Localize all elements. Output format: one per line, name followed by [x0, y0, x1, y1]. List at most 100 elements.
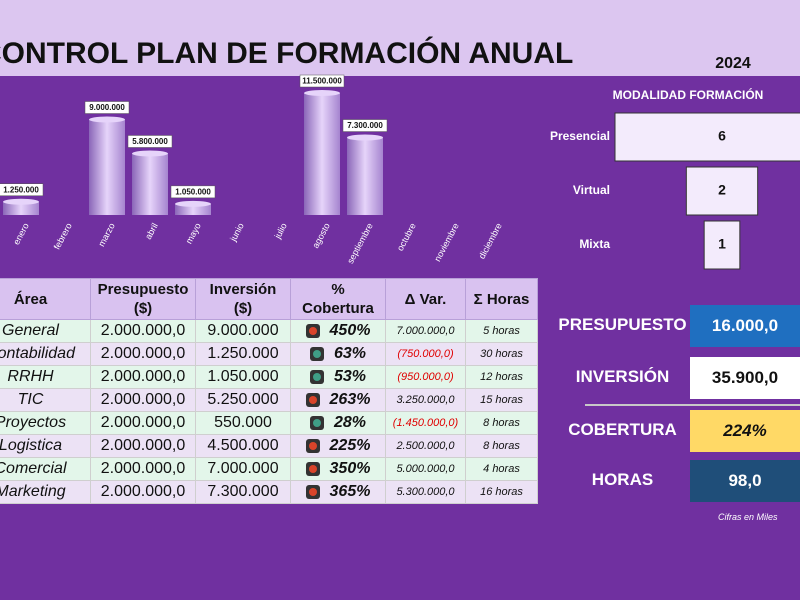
table-row: RRHH 2.000.000,0 1.050.000 53% (950.000,0) 12…: [0, 365, 538, 389]
table-cell: Contabilidad: [0, 342, 91, 366]
x-tick-label: agosto: [310, 221, 332, 250]
table-cell: 2.000.000,0: [90, 342, 196, 366]
column-header: % Cobertura: [290, 278, 386, 320]
value-label-box: [342, 119, 388, 132]
table-cell: 5.300.000,0: [385, 480, 466, 504]
table-cell: (950.000,0): [385, 365, 466, 389]
table-cell: 9.000.000: [195, 319, 291, 343]
month-label-group: agosto: [310, 221, 332, 250]
table-cell: 1.050.000: [195, 365, 291, 389]
table-row: General 2.000.000,0 9.000.000 450% 7.000.000…: [0, 319, 538, 343]
table-cell: 2.500.000,0: [385, 434, 466, 458]
month-label-group: abril: [143, 221, 160, 241]
bar: [132, 153, 168, 215]
status-light: [308, 441, 317, 450]
table-cell: 63%: [290, 342, 386, 366]
status-dot: [309, 369, 324, 384]
table-cell: 1.250.000: [195, 342, 291, 366]
kpi-label: HORAS: [591, 470, 654, 489]
status-dot: [305, 484, 320, 499]
column-header: Δ Var.: [385, 278, 466, 320]
bar-cap: [347, 134, 383, 141]
status-light: [308, 326, 317, 335]
status-dot: [305, 461, 320, 476]
table-cell: 16 horas: [465, 480, 538, 504]
value-label: 7.300.000: [347, 121, 383, 130]
bar-cap: [89, 116, 125, 123]
x-tick-label: septiembre: [345, 221, 375, 265]
month-label-group: diciembre: [477, 221, 504, 260]
kpi-value: 98,0: [690, 460, 800, 502]
table-cell: 15 horas: [465, 388, 538, 412]
kpi-label: INVERSIÓN: [575, 367, 670, 386]
x-tick-label: marzo: [96, 221, 117, 248]
column-header: Área: [0, 278, 91, 320]
status-dot: [305, 392, 320, 407]
table-cell: TIC: [0, 388, 91, 412]
value-label: 2: [718, 182, 726, 198]
status-dot: [309, 415, 324, 430]
month-label-group: febrero: [52, 221, 74, 251]
x-tick-label: diciembre: [477, 221, 504, 260]
value-label: 1.250.000: [3, 185, 39, 194]
bar: [89, 119, 125, 215]
table-cell: Logistica: [0, 434, 91, 458]
chart-title: MODALIDAD FORMACIÓN: [613, 87, 764, 102]
status-light: [308, 464, 317, 473]
table-cell: RRHH: [0, 365, 91, 389]
month-label-group: marzo: [96, 221, 117, 248]
table-cell: 450%: [290, 319, 386, 343]
table-row: Logistica 2.000.000,0 4.500.000 225% 2.500.0…: [0, 434, 538, 458]
column-header: Σ Horas: [465, 278, 538, 320]
table-row: Comercial 2.000.000,0 7.000.000 350% 5.000.0…: [0, 457, 538, 481]
table-cell: 5 horas: [465, 319, 538, 343]
table-cell: 2.000.000,0: [90, 457, 196, 481]
table-cell: 350%: [290, 457, 386, 481]
table-cell: 7.300.000: [195, 480, 291, 504]
table-cell: 263%: [290, 388, 386, 412]
kpi-value: 224%: [690, 410, 800, 452]
cell-text: 450%: [329, 322, 371, 339]
category-label: Mixta: [579, 237, 610, 251]
status-light: [312, 372, 321, 381]
value-label: 9.000.000: [89, 103, 125, 112]
table-cell: General: [0, 319, 91, 343]
table-cell: 5.250.000: [195, 388, 291, 412]
bar-cap: [304, 90, 340, 96]
table: Área Presupuesto ($) Inversión ($)% Cobert…: [0, 278, 538, 504]
table-cell: (750.000,0): [385, 342, 466, 366]
table-cell: 2.000.000,0: [90, 365, 196, 389]
month-label-group: noviembre: [432, 221, 461, 263]
month-label-group: enero: [11, 221, 31, 246]
month-label-group: mayo: [184, 221, 203, 245]
month-label-group: octubre: [395, 221, 418, 252]
column-header: Presupuesto ($): [90, 278, 196, 320]
year: 2024: [715, 55, 751, 72]
value-label: 5.800.000: [132, 137, 168, 146]
table-cell: 4.500.000: [195, 434, 291, 458]
cell-text: 225%: [329, 437, 371, 454]
table-cell: 2.000.000,0: [90, 480, 196, 504]
kpi-value: 16.000,0: [690, 305, 800, 347]
table-cell: (1.450.000,0): [385, 411, 466, 435]
month-label-group: julio: [272, 221, 289, 241]
table-row: Marketing 2.000.000,0 7.300.000 365% 5.300.0…: [0, 480, 538, 504]
value-label: 1.050.000: [175, 187, 211, 196]
x-tick-label: febrero: [52, 221, 74, 251]
value-label-box: [84, 101, 130, 114]
table-cell: 53%: [290, 365, 386, 389]
table-cell: 8 horas: [465, 434, 538, 458]
table-cell: 7.000.000: [195, 457, 291, 481]
table-cell: 2.000.000,0: [90, 388, 196, 412]
table-cell: 7.000.000,0: [385, 319, 466, 343]
value-label-box: [0, 183, 44, 196]
status-dot: [305, 323, 320, 338]
bar-cap: [132, 150, 168, 157]
column-header: Inversión ($): [195, 278, 291, 320]
cell-text: 263%: [329, 391, 371, 408]
bar: [175, 203, 211, 215]
table-cell: 4 horas: [465, 457, 538, 481]
status-light: [308, 395, 317, 404]
